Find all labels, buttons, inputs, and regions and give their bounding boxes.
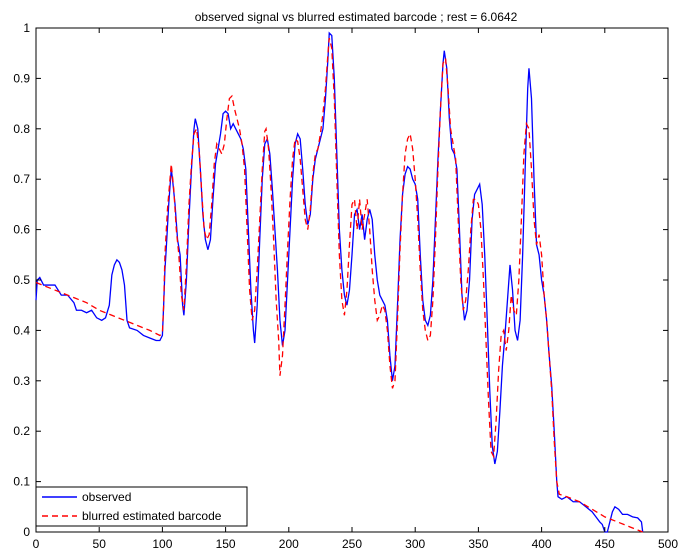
y-tick-label: 0.7 — [13, 172, 30, 186]
y-tick-label: 0.8 — [13, 122, 30, 136]
x-tick-label: 0 — [33, 537, 40, 551]
y-tick-label: 0.2 — [13, 424, 30, 438]
x-tick-label: 250 — [342, 537, 362, 551]
legend-box — [35, 486, 248, 527]
x-tick-label: 300 — [405, 537, 425, 551]
x-axis-ticks: 0 50 100 150 200 250 300 350 400 450 500 — [33, 28, 678, 551]
x-tick-label: 500 — [658, 537, 678, 551]
y-tick-label: 0.5 — [13, 273, 30, 287]
plot-frame — [35, 27, 669, 533]
legend: observed blurred estimated barcode — [35, 486, 248, 527]
y-tick-label: 0.6 — [13, 223, 30, 237]
x-tick-label: 50 — [93, 537, 107, 551]
series-layer — [35, 31, 644, 533]
series-line-observed — [35, 31, 644, 533]
y-tick-label: 0 — [23, 525, 30, 539]
x-tick-label: 450 — [595, 537, 615, 551]
x-tick-label: 200 — [279, 537, 299, 551]
series-line-blurred-estimated-barcode — [35, 37, 643, 533]
y-tick-label: 1 — [23, 21, 30, 35]
chart-title: observed signal vs blurred estimated bar… — [195, 10, 518, 24]
x-tick-label: 150 — [216, 537, 236, 551]
x-tick-label: 100 — [152, 537, 172, 551]
y-tick-label: 0.9 — [13, 71, 30, 85]
plot-area: 0 50 100 150 200 250 300 350 400 450 500 0 0.1 0.2 0.… — [13, 21, 678, 551]
y-tick-label: 0.4 — [13, 323, 30, 337]
x-tick-label: 400 — [532, 537, 552, 551]
legend-label-blurred-estimated-barcode: blurred estimated barcode — [82, 509, 222, 523]
legend-label-observed: observed — [82, 490, 131, 504]
y-axis-ticks: 0 0.1 0.2 0.3 0.4 0.5 0.6 0.7 0.8 0.9 1 — [13, 21, 668, 539]
y-tick-label: 0.1 — [13, 475, 30, 489]
y-tick-label: 0.3 — [13, 374, 30, 388]
x-tick-label: 350 — [468, 537, 488, 551]
